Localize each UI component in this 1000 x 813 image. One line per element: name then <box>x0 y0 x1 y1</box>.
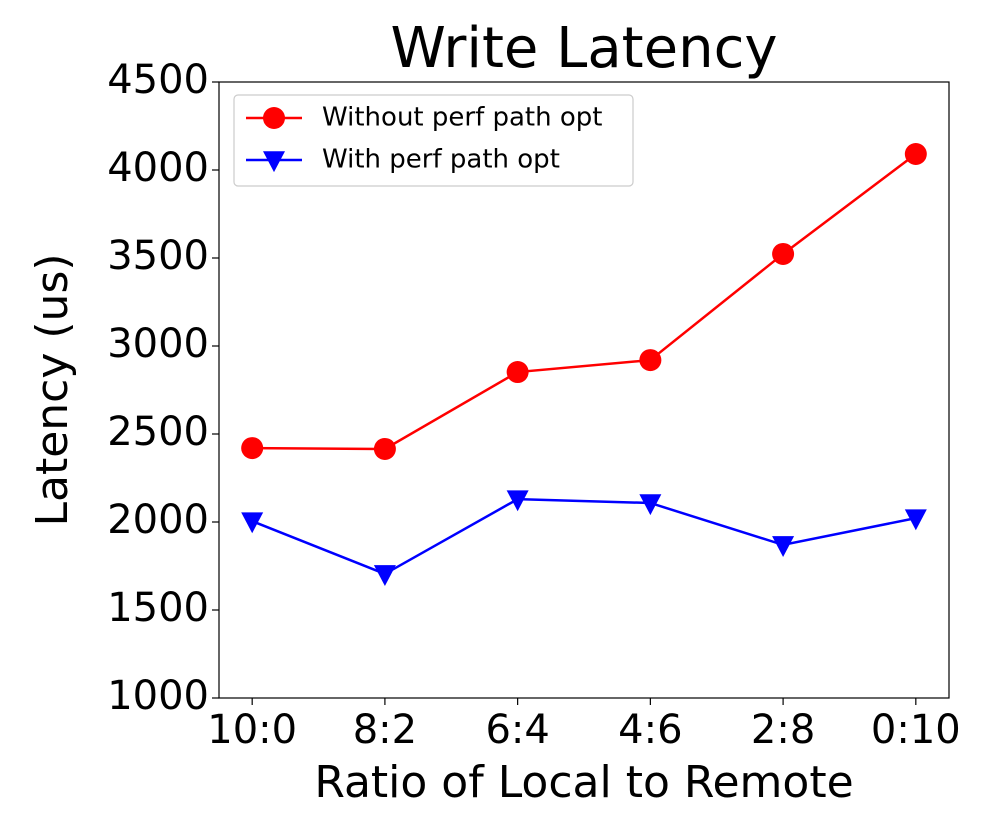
y-tick-label: 1000 <box>107 673 209 719</box>
legend-label: Without perf path opt <box>322 103 602 133</box>
data-point <box>241 437 264 460</box>
data-point <box>639 349 662 372</box>
legend-marker <box>263 151 285 173</box>
y-tick-label: 1500 <box>107 585 209 631</box>
data-point <box>373 565 396 587</box>
series-line <box>252 152 917 451</box>
legend-box <box>233 94 634 187</box>
y-tick-label: 2000 <box>107 497 209 543</box>
data-point <box>772 242 795 265</box>
legend-marker <box>263 107 285 129</box>
y-tick-label: 4000 <box>107 145 209 191</box>
chart-title: Write Latency <box>391 16 778 81</box>
data-point <box>241 512 264 534</box>
x-tick-label: 0:10 <box>871 707 961 753</box>
y-tick-label: 4500 <box>107 57 209 103</box>
x-tick-label: 10:0 <box>207 707 297 753</box>
x-tick-label: 4:6 <box>618 707 682 753</box>
data-point <box>506 490 529 512</box>
y-axis-label: Latency (us) <box>27 253 78 526</box>
data-point <box>373 437 396 460</box>
y-tick-label: 2500 <box>107 409 209 455</box>
legend-label: With perf path opt <box>322 145 560 175</box>
data-point <box>904 509 927 531</box>
x-tick-label: 6:4 <box>485 707 549 753</box>
y-tick-label: 3500 <box>107 233 209 279</box>
data-point <box>506 361 529 384</box>
data-point <box>639 494 662 516</box>
y-tick-label: 3000 <box>107 321 209 367</box>
plot-frame <box>218 81 950 699</box>
series-line <box>251 497 917 576</box>
data-point <box>904 142 927 165</box>
x-tick-label: 8:2 <box>353 707 417 753</box>
x-tick-label: 2:8 <box>751 707 815 753</box>
x-axis-label: Ratio of Local to Remote <box>314 757 853 808</box>
data-point <box>772 536 795 557</box>
